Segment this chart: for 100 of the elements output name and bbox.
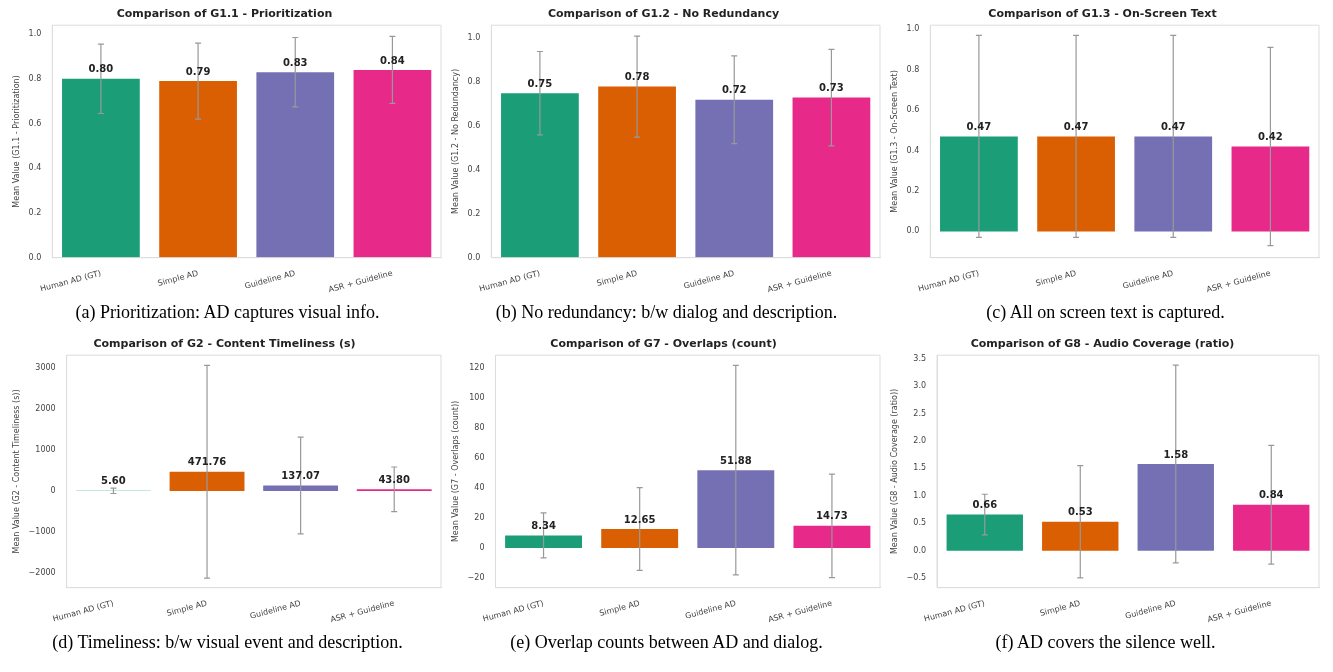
- x-tick-label: Guideline AD: [1124, 598, 1177, 621]
- data-label: 0.78: [624, 71, 650, 83]
- y-tick-label: 0.2: [467, 208, 481, 218]
- data-label: 0.75: [527, 77, 553, 89]
- chart-title: Comparison of G8 - Audio Coverage (ratio): [970, 337, 1235, 351]
- y-tick-label: 1.0: [906, 24, 920, 34]
- y-tick-label: 60: [474, 453, 485, 463]
- x-tick-label: Guideline AD: [684, 598, 737, 621]
- data-label: 471.76: [187, 456, 227, 468]
- y-tick-label: 3.5: [913, 353, 927, 363]
- y-tick-label: 0.2: [28, 208, 42, 218]
- x-tick-label: Guideline AD: [682, 268, 736, 291]
- data-label: 0.66: [972, 499, 998, 511]
- y-tick-label: 0.4: [28, 163, 42, 173]
- x-tick-label: Human AD (GT): [923, 598, 986, 624]
- y-tick-label: 0.6: [28, 118, 42, 128]
- chart-title: Comparison of G1.3 - On-Screen Text: [988, 7, 1217, 21]
- y-tick-label: 0.8: [28, 73, 42, 83]
- y-tick-label: 0.0: [28, 252, 42, 262]
- y-tick-label: 0.6: [906, 105, 920, 115]
- chart-title: Comparison of G1.2 - No Redundancy: [547, 7, 780, 21]
- x-tick-label: Guideline AD: [243, 268, 297, 291]
- y-tick-label: −0.5: [906, 573, 927, 583]
- data-label: 5.60: [101, 475, 126, 487]
- data-label: 0.80: [88, 63, 114, 75]
- text: (b) No redundancy: b/w dialog and description.: [494, 302, 839, 323]
- data-label: 1.58: [1163, 448, 1189, 460]
- y-tick-label: −20: [467, 573, 485, 583]
- x-tick-label: Simple AD: [1034, 268, 1078, 289]
- chart-title: Comparison of G2 - Content Timeliness (s): [93, 337, 356, 351]
- y-tick-label: 3000: [35, 363, 56, 373]
- data-label: 0.42: [1258, 131, 1283, 143]
- text: (e) Overlap counts between AD and dialog.: [509, 632, 824, 653]
- x-tick-label: Human AD (GT): [917, 268, 980, 294]
- y-tick-label: 1.0: [913, 490, 927, 500]
- y-axis-title: Mean Value (G7 - Overlaps (count)): [450, 400, 460, 543]
- x-tick-label: Simple AD: [165, 598, 209, 619]
- y-tick-label: −1000: [28, 527, 56, 537]
- y-tick-label: −2000: [28, 568, 56, 578]
- data-label: 137.07: [281, 470, 320, 482]
- y-tick-label: 0.6: [467, 121, 481, 131]
- y-tick-label: 40: [474, 483, 485, 493]
- x-tick-label: Human AD (GT): [478, 268, 541, 294]
- y-tick-label: 0: [479, 543, 485, 553]
- y-tick-label: 2000: [35, 404, 56, 414]
- text: (a) Prioritization: AD captures visual info.: [74, 302, 381, 323]
- text: (f) AD covers the silence well.: [994, 632, 1217, 653]
- y-tick-label: 0.4: [467, 165, 481, 175]
- data-label: 0.47: [966, 120, 992, 132]
- y-tick-label: 0.0: [913, 545, 927, 555]
- y-tick-label: 120: [469, 363, 485, 373]
- data-label: 8.34: [531, 520, 556, 532]
- data-label: 0.84: [1258, 489, 1284, 501]
- chart-title: Comparison of G1.1 - Prioritization: [116, 7, 333, 21]
- data-label: 0.83: [282, 56, 308, 68]
- x-tick-label: Human AD (GT): [481, 598, 545, 624]
- x-tick-label: Simple AD: [595, 268, 639, 289]
- y-tick-label: 0: [50, 486, 56, 496]
- y-tick-label: 80: [474, 423, 485, 433]
- y-tick-label: 1.0: [467, 33, 481, 43]
- y-tick-label: 0.4: [906, 145, 920, 155]
- data-label: 0.79: [185, 65, 211, 77]
- y-tick-label: 0.8: [906, 64, 920, 74]
- x-tick-label: Simple AD: [598, 598, 641, 619]
- y-axis-title: Mean Value (G1.1 - Prioritization): [11, 75, 21, 208]
- data-label: 0.73: [819, 82, 844, 94]
- y-axis-title: Mean Value (G1.2 - No Redundancy): [450, 68, 460, 214]
- x-tick-label: Simple AD: [156, 268, 200, 289]
- data-label: 0.53: [1067, 506, 1093, 518]
- y-tick-label: 100: [469, 393, 485, 403]
- y-tick-label: 1.0: [28, 29, 42, 39]
- x-tick-label: Guideline AD: [249, 598, 302, 621]
- y-tick-label: 2.5: [913, 408, 927, 418]
- y-tick-label: 0.2: [906, 186, 920, 196]
- text: (c) All on screen text is captured.: [985, 302, 1226, 323]
- y-tick-label: 3.0: [913, 381, 927, 391]
- y-axis-title: Mean Value (G8 - Audio Coverage (ratio)): [889, 388, 899, 555]
- data-label: 51.88: [719, 454, 752, 466]
- x-tick-label: Simple AD: [1038, 598, 1082, 619]
- y-tick-label: 0.5: [913, 518, 927, 528]
- data-label: 12.65: [623, 513, 656, 525]
- data-label: 0.47: [1160, 120, 1186, 132]
- y-tick-label: 0.8: [467, 77, 481, 87]
- x-tick-label: Guideline AD: [1121, 268, 1175, 291]
- y-axis-title: Mean Value (G2 - Content Timeliness (s)): [11, 389, 21, 554]
- y-tick-label: 20: [474, 513, 485, 523]
- y-tick-label: 1000: [35, 445, 56, 455]
- data-label: 0.72: [721, 84, 747, 96]
- y-tick-label: 1.5: [913, 463, 927, 473]
- data-label: 14.73: [816, 510, 848, 522]
- text: (d) Timeliness: b/w visual event and description.: [51, 632, 404, 653]
- data-label: 43.80: [378, 473, 411, 485]
- y-tick-label: 2.0: [913, 436, 927, 446]
- y-tick-label: 0.0: [467, 252, 481, 262]
- x-tick-label: Human AD (GT): [51, 598, 115, 624]
- chart-title: Comparison of G7 - Overlaps (count): [550, 337, 777, 351]
- x-tick-label: Human AD (GT): [39, 268, 102, 294]
- data-label: 0.47: [1063, 120, 1089, 132]
- y-axis-title: Mean Value (G1.3 - On-Screen Text): [889, 70, 899, 213]
- data-label: 0.84: [380, 54, 405, 66]
